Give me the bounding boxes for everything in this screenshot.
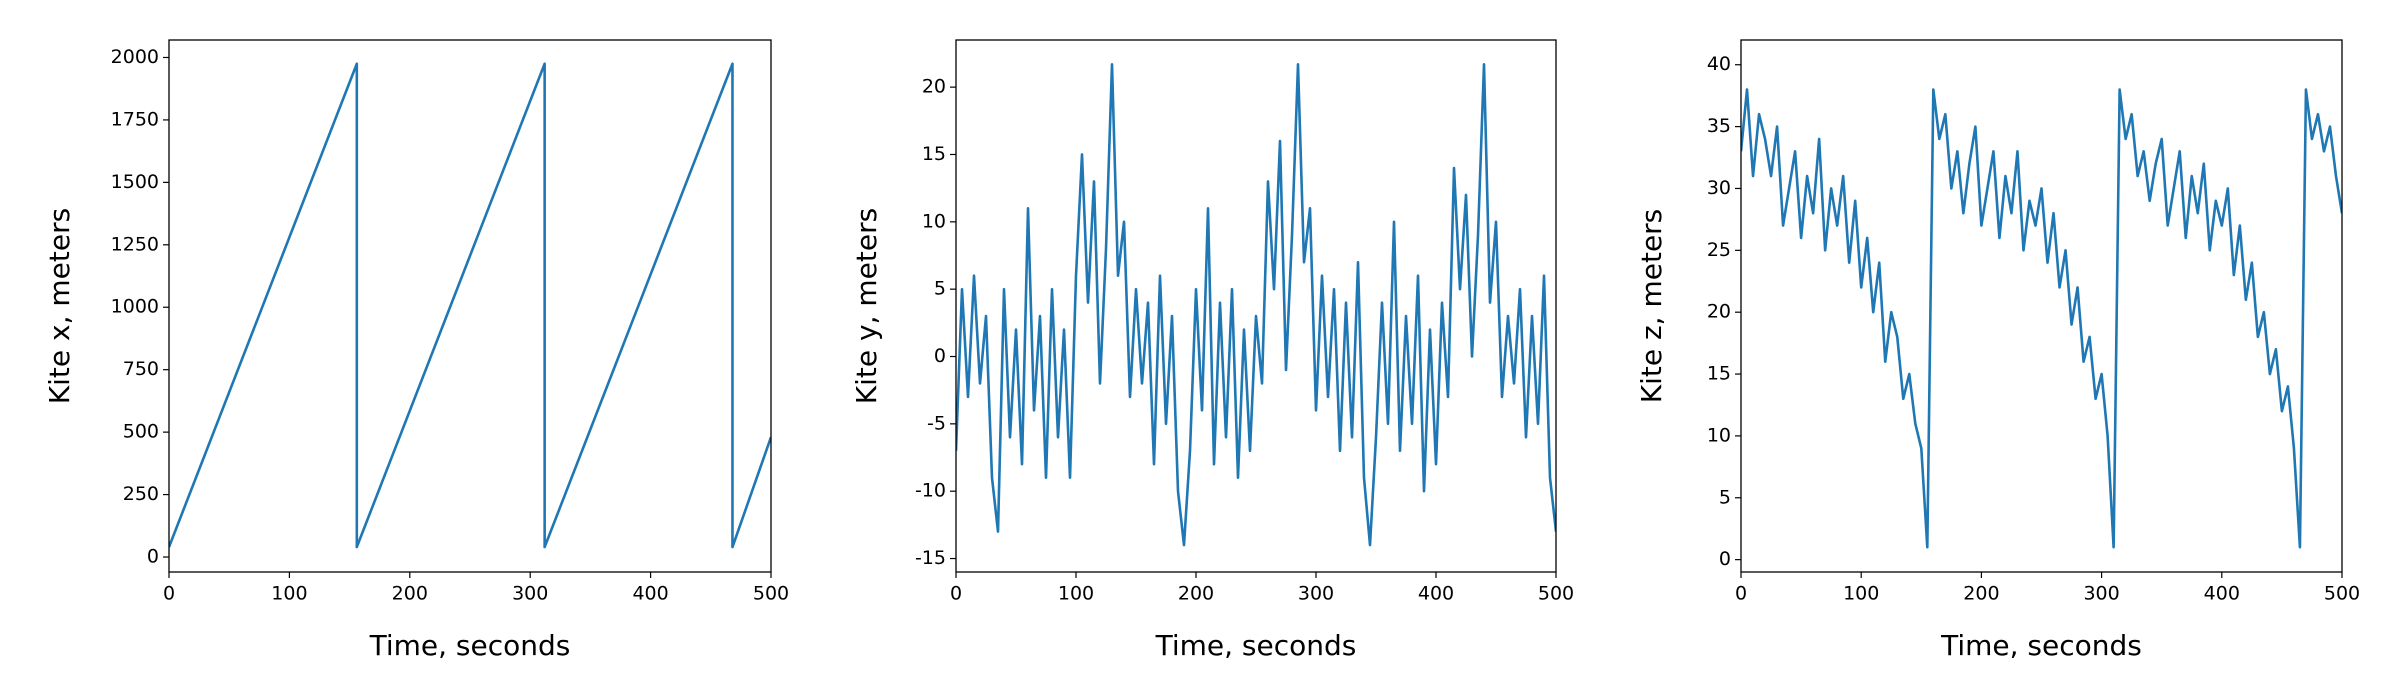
y-tick-label: 15 [1707, 363, 1731, 385]
data-line [1741, 88, 2342, 549]
x-tick-label: 300 [2083, 583, 2119, 605]
y-tick-label: 1750 [111, 108, 159, 130]
axes-frame [168, 39, 772, 573]
x-tick-label: 400 [2204, 583, 2240, 605]
y-tick-label: -10 [915, 480, 946, 502]
x-tick-label: 100 [1058, 583, 1094, 605]
y-tick-label: 0 [147, 546, 159, 568]
x-tick-label: 0 [163, 583, 175, 605]
y-tick-label: 250 [123, 483, 159, 505]
x-tick-label: 100 [1843, 583, 1879, 605]
y-tick-label: 1250 [111, 233, 159, 255]
x-tick-label: 300 [512, 583, 548, 605]
data-line [956, 62, 1556, 547]
y-tick-label: 500 [123, 421, 159, 443]
y-tick-label: 10 [922, 210, 946, 232]
x-tick-label: 400 [1418, 583, 1454, 605]
x-tick-label: 500 [2324, 583, 2360, 605]
y-axis-label: Kite x, meters [43, 208, 76, 404]
x-tick-label: 300 [1298, 583, 1334, 605]
x-tick-label: 0 [950, 583, 962, 605]
x-tick-label: 0 [1735, 583, 1747, 605]
y-tick-label: 1000 [111, 296, 159, 318]
x-axis-label: Time, seconds [369, 629, 571, 662]
x-axis-label: Time, seconds [1940, 629, 2142, 662]
y-axis-label: Kite y, meters [850, 208, 883, 404]
y-tick-label: 10 [1707, 424, 1731, 446]
x-tick-label: 500 [1538, 583, 1574, 605]
data-line [169, 62, 771, 549]
x-axis-label: Time, seconds [1155, 629, 1357, 662]
y-tick-label: 2000 [111, 46, 159, 68]
y-tick-label: -5 [927, 412, 946, 434]
y-axis-label: Kite z, meters [1635, 209, 1668, 404]
y-tick-label: -15 [915, 547, 946, 569]
y-tick-label: 20 [1707, 301, 1731, 323]
x-tick-label: 200 [392, 583, 428, 605]
y-tick-label: 1500 [111, 171, 159, 193]
y-tick-label: 0 [934, 345, 946, 367]
x-tick-label: 500 [753, 583, 789, 605]
axes-frame [1740, 39, 2343, 573]
y-tick-label: 35 [1707, 115, 1731, 137]
y-tick-label: 5 [934, 278, 946, 300]
x-tick-label: 200 [1178, 583, 1214, 605]
x-tick-label: 100 [271, 583, 307, 605]
y-tick-label: 40 [1707, 53, 1731, 75]
y-tick-label: 5 [1719, 486, 1731, 508]
y-tick-label: 15 [922, 143, 946, 165]
y-tick-label: 750 [123, 358, 159, 380]
y-tick-label: 30 [1707, 177, 1731, 199]
x-tick-label: 200 [1963, 583, 1999, 605]
axes-frame [955, 39, 1557, 573]
y-tick-label: 0 [1719, 548, 1731, 570]
y-tick-label: 20 [922, 76, 946, 98]
x-tick-label: 400 [632, 583, 668, 605]
y-tick-label: 25 [1707, 239, 1731, 261]
